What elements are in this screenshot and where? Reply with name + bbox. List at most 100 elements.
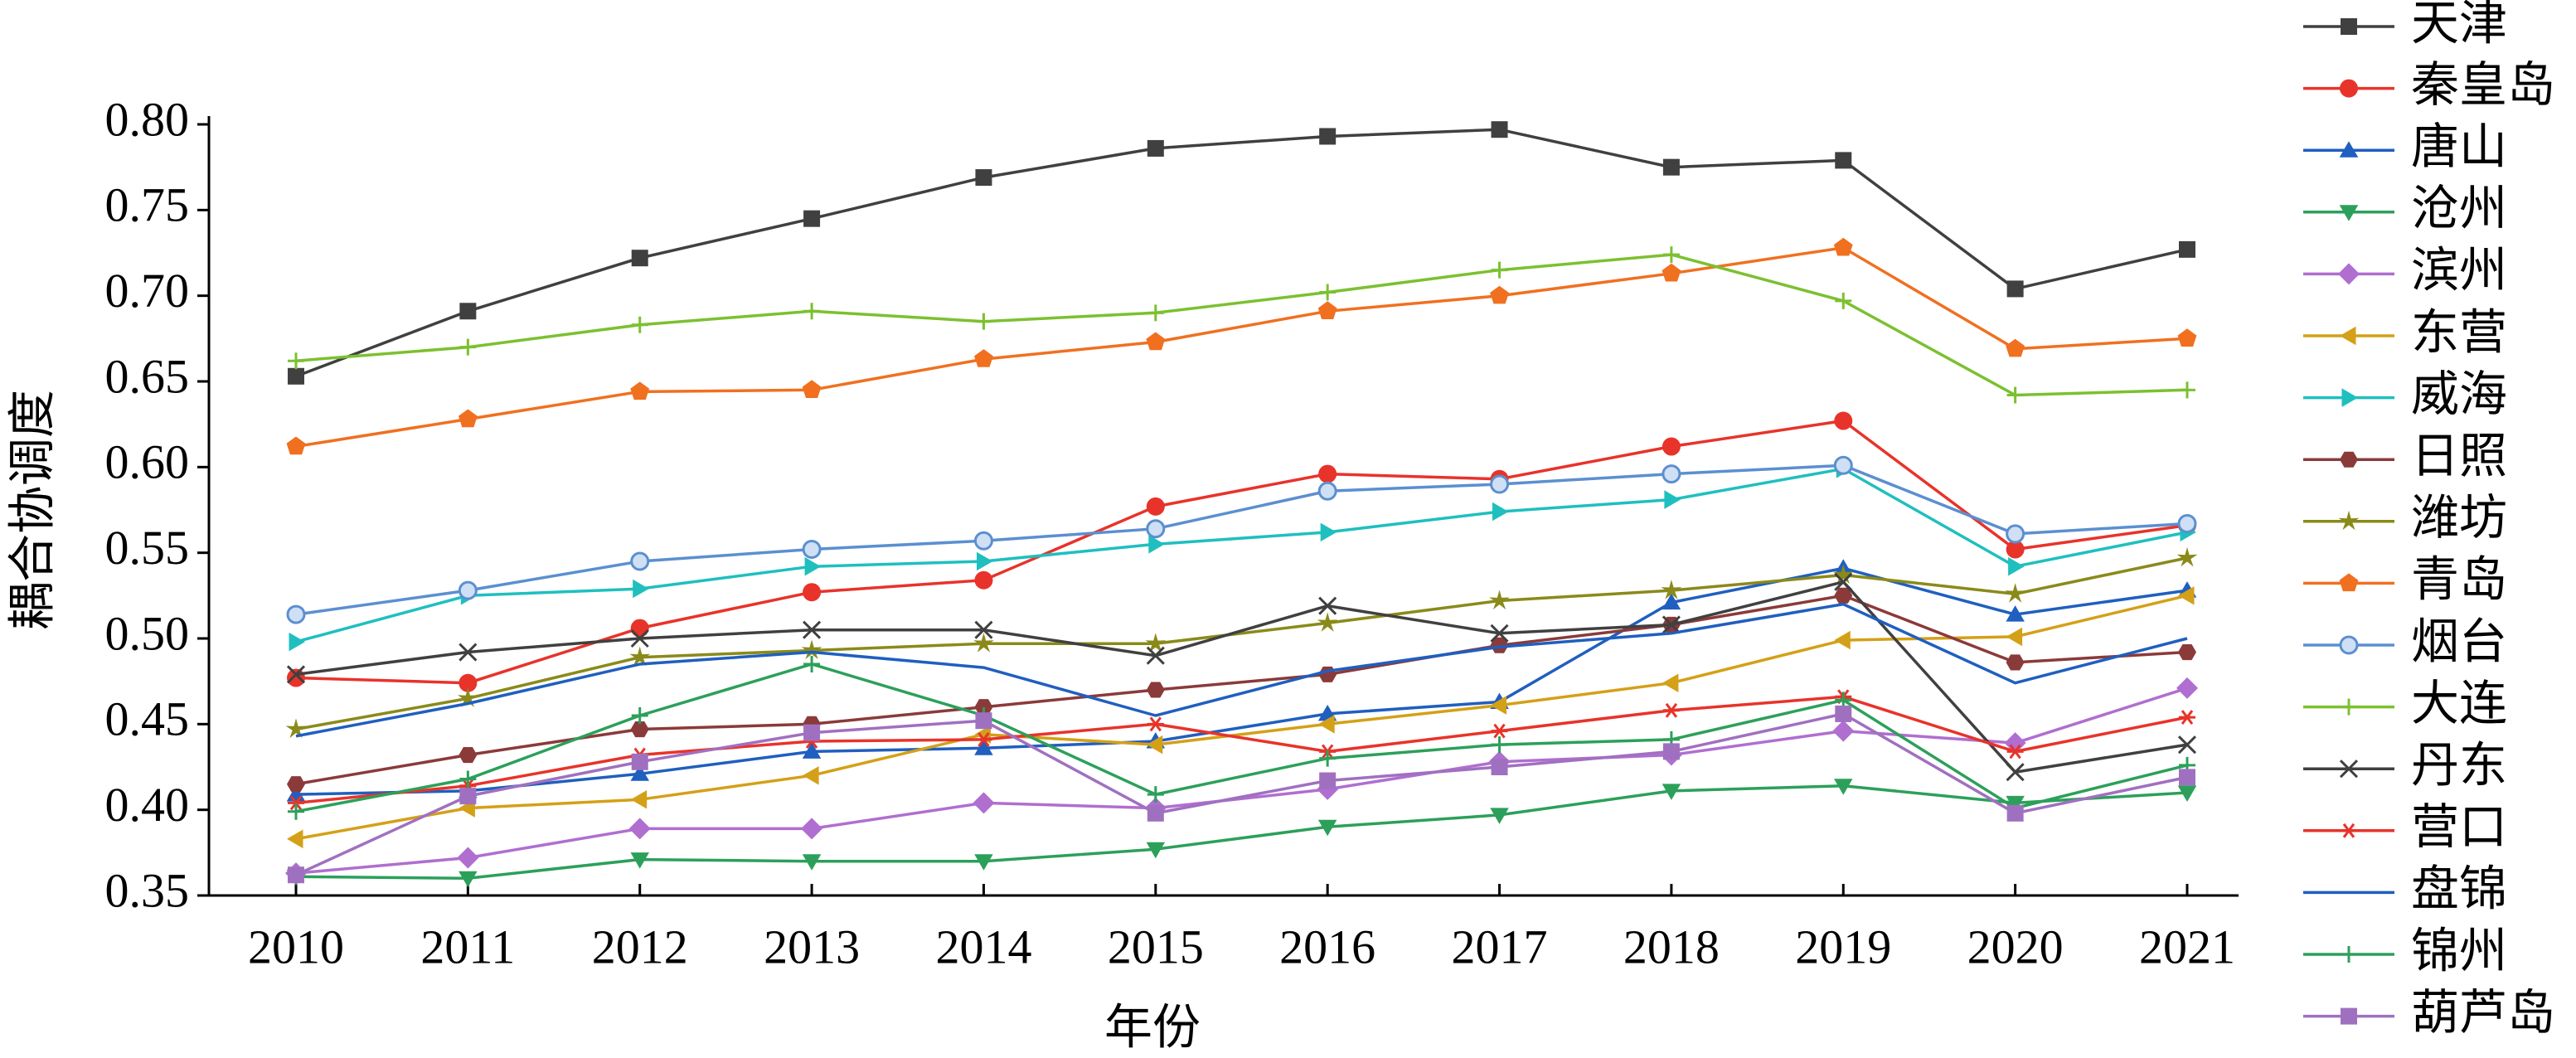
marker [2341,18,2357,35]
marker [459,770,477,788]
marker [1319,772,1337,789]
x-tick-label: 2021 [2139,920,2235,973]
marker [287,668,305,687]
marker [1318,464,1337,483]
marker [802,742,822,759]
legend-label: 锦州 [2411,924,2507,978]
marker [2338,263,2360,285]
x-tick-label: 2019 [1795,920,1891,973]
x-tick-label: 2016 [1279,920,1375,973]
marker [2005,583,2025,603]
marker [1146,842,1166,859]
marker [1833,455,1853,475]
x-tick-label: 2011 [420,920,515,973]
marker [975,313,992,330]
marker [1491,121,1508,138]
marker [630,721,649,738]
marker [2176,546,2198,567]
marker [2176,677,2198,699]
x-tick-label: 2012 [592,920,688,973]
marker [2339,635,2359,655]
marker [2006,280,2024,298]
marker [2006,338,2025,357]
marker [2341,946,2357,963]
y-tick-label: 0.60 [105,435,190,489]
legend-label: 盘锦 [2411,862,2507,916]
marker [2178,644,2196,661]
marker [2339,573,2359,592]
legend-entry: 滨州 [2303,244,2507,298]
legend-entry: 天津 [2303,0,2507,50]
y-tick-label: 0.65 [105,349,190,403]
marker [1662,263,1681,282]
marker [1146,519,1166,539]
marker [1834,630,1851,650]
legend-entry: 烟台 [2303,614,2507,668]
line [295,467,2188,643]
legend-entry: 青岛 [2303,553,2507,607]
marker [974,854,993,871]
marker [2006,654,2025,671]
y-tick-label: 0.75 [105,178,190,232]
marker [1317,819,1337,837]
marker [1834,779,1853,795]
marker [974,349,993,367]
y-tick-label: 0.55 [105,521,190,575]
marker [1147,139,1164,157]
marker [1148,535,1165,554]
marker [1490,637,1509,653]
line [295,419,2188,685]
marker [2339,141,2359,158]
marker [458,643,478,662]
marker [1317,301,1337,319]
marker [803,583,822,602]
marker [1147,304,1164,322]
marker [631,316,648,333]
marker [2341,823,2357,838]
x-tick-label: 2010 [248,920,344,973]
marker [458,673,478,692]
marker [975,169,992,187]
marker [1492,502,1509,522]
marker [633,579,649,599]
marker [1147,786,1164,803]
marker [1834,587,1853,604]
x-tick-label: 2017 [1452,920,1548,973]
marker [1490,474,1510,494]
marker [1834,411,1853,430]
marker [1317,612,1338,632]
legend-entry: 潍坊 [2303,491,2507,545]
marker [974,570,993,590]
marker [1835,152,1852,169]
legend-label: 葫芦岛 [2411,986,2555,1040]
marker [458,871,478,888]
marker [1489,590,1510,610]
y-tick-label: 0.40 [105,778,190,832]
marker [2179,710,2195,725]
y-tick-label: 0.50 [105,606,190,660]
marker [1835,705,1852,722]
marker [1490,285,1509,304]
legend-entry: 日照 [2303,430,2507,483]
marker [1319,750,1337,767]
line [295,662,2188,813]
marker [801,818,823,840]
y-axis-label: 耦合协调度 [5,390,59,630]
marker [1661,580,1682,599]
series [287,411,2196,692]
marker [1832,720,1855,742]
legend-label: 威海 [2411,367,2507,421]
marker [1146,497,1165,516]
marker [2006,627,2023,647]
series [288,121,2195,385]
marker [974,699,993,716]
y-tick-label: 0.45 [105,692,190,746]
line [295,602,2188,738]
marker [1147,716,1164,732]
marker [2006,540,2025,559]
marker [1835,292,1852,309]
marker [1145,633,1167,653]
marker [1491,736,1508,754]
marker [1490,696,1506,715]
marker [630,551,650,571]
